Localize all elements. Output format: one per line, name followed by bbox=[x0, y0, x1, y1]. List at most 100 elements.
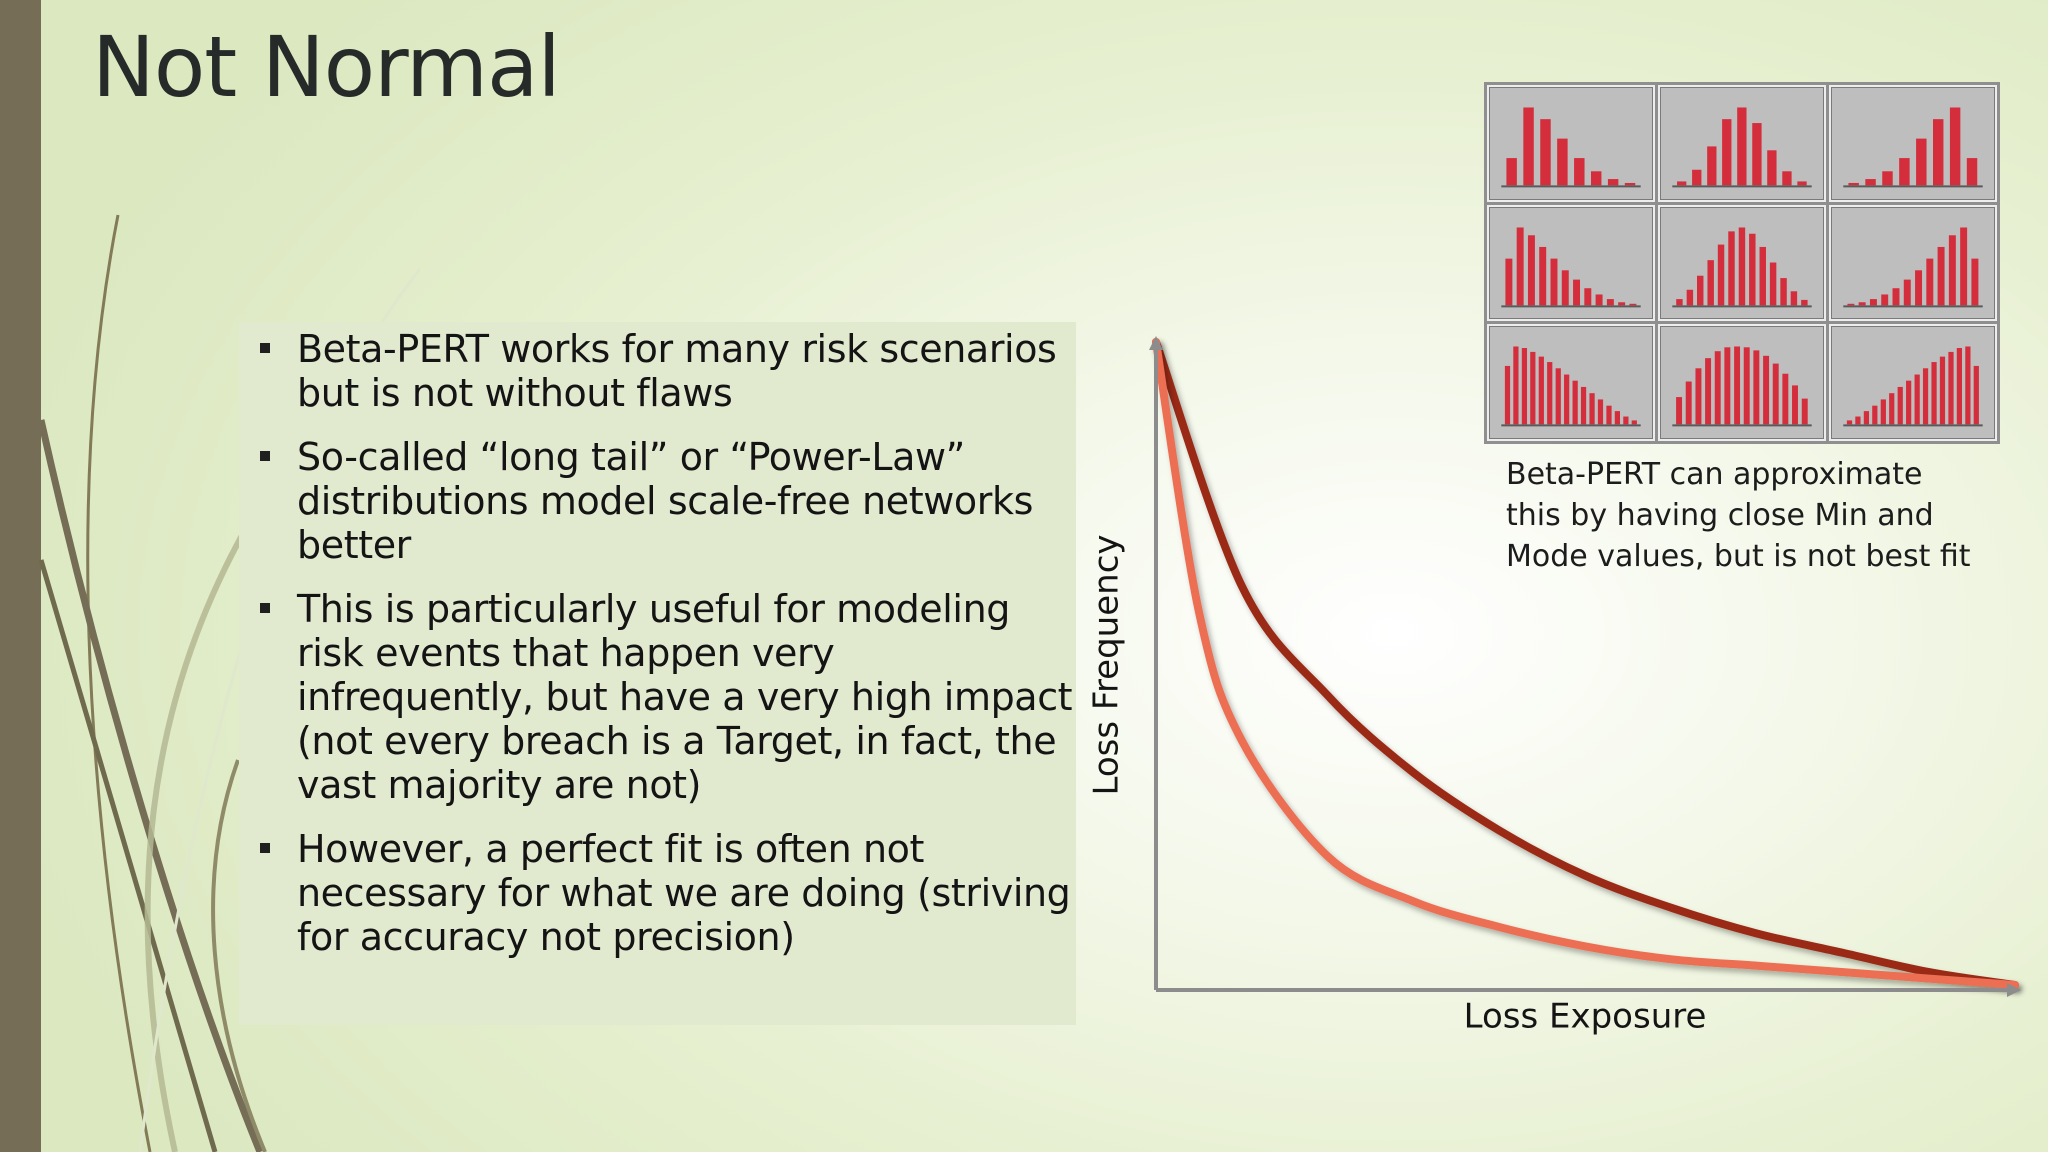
histogram-bar bbox=[1692, 169, 1702, 186]
distribution-thumbnail bbox=[1829, 324, 1997, 441]
histogram-bar bbox=[1782, 374, 1789, 425]
histogram-bar bbox=[1863, 411, 1870, 425]
histogram-bar bbox=[1595, 294, 1603, 305]
bullet-text: This is particularly useful for modeling… bbox=[297, 587, 1073, 807]
histogram-bar bbox=[1782, 171, 1792, 186]
slide-side-bar bbox=[0, 0, 41, 1152]
histogram-bar bbox=[1966, 158, 1978, 186]
histogram-bar bbox=[1753, 350, 1760, 425]
histogram-bar bbox=[1772, 363, 1779, 425]
histogram-bar bbox=[1752, 123, 1762, 186]
histogram-bar bbox=[1724, 347, 1731, 425]
histogram-bar bbox=[1589, 393, 1595, 425]
histogram-bar bbox=[1973, 366, 1979, 425]
bullet-square-icon bbox=[260, 343, 270, 353]
histogram-bar bbox=[1801, 398, 1808, 425]
histogram-bar bbox=[1937, 246, 1945, 305]
series-line-2 bbox=[1152, 338, 2019, 989]
histogram-bar bbox=[1734, 346, 1741, 425]
histogram-bar bbox=[1513, 346, 1519, 425]
histogram-bar bbox=[1561, 269, 1569, 305]
histogram-bar bbox=[1614, 411, 1620, 425]
histogram-bar bbox=[1557, 138, 1568, 186]
histogram-6 bbox=[1843, 227, 1983, 308]
bullet-text: Beta-PERT works for many risk scenarios … bbox=[297, 327, 1057, 415]
histogram-bar bbox=[1743, 347, 1750, 425]
histogram-bar bbox=[1790, 290, 1798, 305]
distribution-thumbnail bbox=[1829, 204, 1997, 322]
histogram-bar bbox=[1960, 227, 1968, 305]
histogram-bar bbox=[1948, 352, 1954, 425]
histogram-bar bbox=[1618, 301, 1626, 305]
slide-title: Not Normal bbox=[92, 18, 561, 116]
histogram-bar bbox=[1728, 231, 1735, 305]
distribution-thumbnail bbox=[1487, 85, 1655, 202]
distribution-thumbnail bbox=[1658, 85, 1826, 202]
histogram-bar bbox=[1738, 227, 1746, 305]
histogram-9 bbox=[1843, 346, 1983, 427]
histogram-bar bbox=[1555, 368, 1561, 425]
bullet-item: Beta-PERT works for many risk scenarios … bbox=[258, 327, 1078, 415]
distribution-thumbnail bbox=[1658, 204, 1826, 322]
histogram-bar bbox=[1677, 181, 1687, 186]
histogram-bar bbox=[1705, 358, 1712, 425]
histogram-bar bbox=[1881, 294, 1889, 305]
distribution-thumbnail bbox=[1487, 204, 1655, 322]
histogram-bar bbox=[1676, 397, 1683, 425]
histogram-bar bbox=[1915, 269, 1923, 305]
histogram-bar bbox=[1922, 368, 1929, 425]
histogram-bar bbox=[1607, 179, 1619, 186]
histogram-bar bbox=[1530, 352, 1536, 425]
histogram-bar bbox=[1797, 181, 1807, 186]
histogram-bar bbox=[1504, 366, 1511, 425]
bullet-square-icon bbox=[260, 603, 270, 613]
histogram-bar bbox=[1573, 279, 1581, 305]
histogram-8 bbox=[1672, 346, 1812, 427]
histogram-bar bbox=[1631, 420, 1637, 425]
bullet-square-icon bbox=[260, 843, 270, 853]
distribution-thumbnail bbox=[1487, 324, 1655, 441]
power-law-chart: Loss Exposure Loss Frequency bbox=[1087, 336, 2021, 1037]
histogram-4 bbox=[1501, 227, 1641, 308]
bullet-text: However, a perfect fit is often not nece… bbox=[297, 827, 1071, 959]
histogram-bar bbox=[1516, 227, 1524, 305]
histogram-2 bbox=[1672, 107, 1812, 188]
bullet-text: So-called “long tail” or “Power-Law” dis… bbox=[297, 435, 1033, 567]
histogram-bar bbox=[1686, 289, 1694, 305]
histogram-bar bbox=[1540, 119, 1551, 186]
histogram-bar bbox=[1932, 119, 1944, 186]
histogram-bar bbox=[1865, 179, 1876, 186]
curves-layer bbox=[1152, 338, 2019, 989]
histogram-bar bbox=[1847, 303, 1855, 305]
bullet-list: Beta-PERT works for many risk scenarios … bbox=[258, 327, 1078, 979]
histogram-bar bbox=[1564, 374, 1570, 425]
histogram-bar bbox=[1759, 246, 1766, 305]
histogram-bar bbox=[1903, 279, 1911, 305]
histogram-bar bbox=[1906, 381, 1912, 425]
histogram-bar bbox=[1749, 233, 1756, 305]
histogram-bar bbox=[1539, 246, 1547, 305]
histogram-bar bbox=[1717, 244, 1725, 305]
histogram-1 bbox=[1501, 107, 1641, 188]
histogram-bar bbox=[1858, 301, 1866, 305]
histogram-3 bbox=[1843, 107, 1983, 188]
histogram-bar bbox=[1590, 171, 1602, 186]
histogram-bar bbox=[1597, 399, 1604, 425]
histogram-bar bbox=[1872, 406, 1878, 425]
distribution-thumbnail bbox=[1829, 85, 1997, 202]
histogram-bar bbox=[1737, 107, 1747, 186]
histogram-bar bbox=[1869, 298, 1877, 305]
histogram-bar bbox=[1676, 298, 1683, 305]
histogram-bar bbox=[1855, 416, 1861, 425]
series-line-1 bbox=[1152, 338, 2019, 989]
histogram-bar bbox=[1714, 351, 1721, 425]
histogram-bar bbox=[1505, 258, 1513, 305]
histogram-bar bbox=[1848, 182, 1859, 186]
histogram-bar bbox=[1926, 258, 1934, 305]
histogram-bar bbox=[1606, 298, 1614, 305]
histogram-bar bbox=[1572, 381, 1578, 425]
histogram-bar bbox=[1580, 387, 1587, 425]
histogram-bar bbox=[1695, 368, 1702, 425]
histogram-bar bbox=[1763, 356, 1770, 425]
histogram-bar bbox=[1880, 399, 1886, 425]
